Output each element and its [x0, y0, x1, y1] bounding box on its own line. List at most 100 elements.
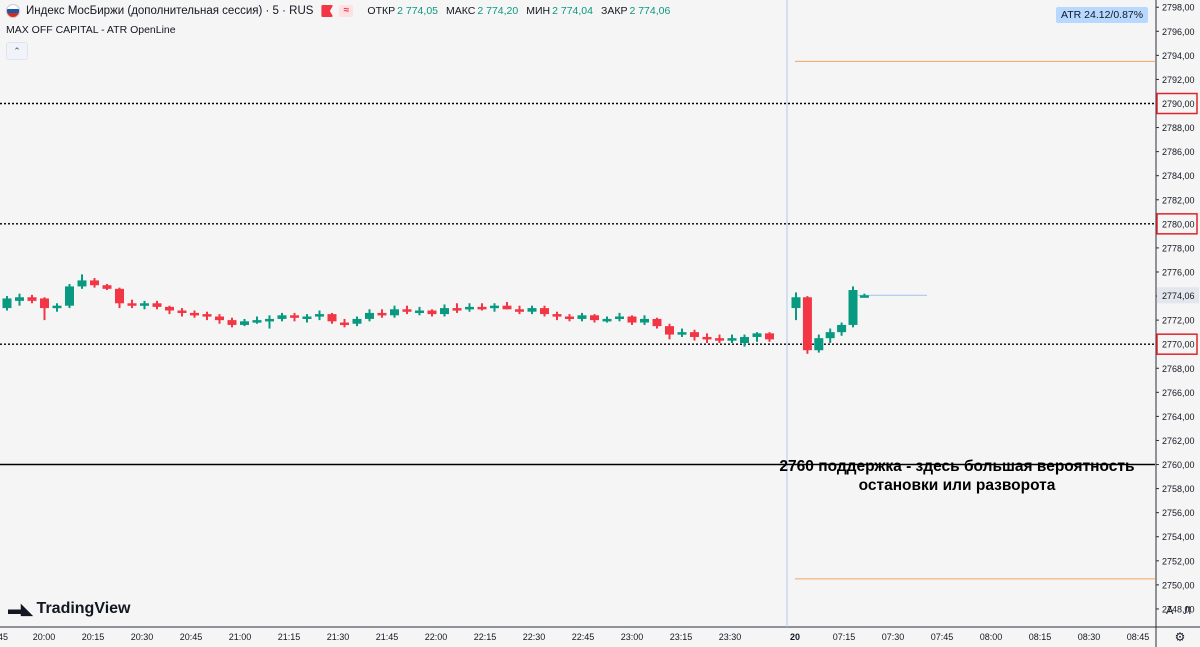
candle-body	[265, 318, 274, 322]
candle-body	[40, 298, 49, 309]
y-tick-label: 2762,00	[1162, 436, 1195, 446]
candle	[602, 316, 612, 323]
candle-body	[715, 338, 724, 341]
candle-body	[277, 315, 287, 319]
candle	[527, 305, 537, 315]
candle	[740, 334, 749, 347]
candle	[340, 318, 349, 328]
flag-marker-icon[interactable]	[321, 5, 334, 17]
candle	[727, 334, 737, 343]
candle-body	[27, 297, 37, 301]
candle-body	[565, 316, 574, 320]
x-tick-label: 08:30	[1078, 632, 1101, 642]
level-marker-box	[1156, 92, 1198, 115]
candle-body	[665, 326, 674, 335]
y-tick-label: 2752,00	[1162, 556, 1195, 566]
candle-body	[102, 285, 112, 289]
candle-body	[527, 308, 537, 312]
open-value: 2 774,05	[397, 5, 438, 17]
candle	[402, 305, 412, 315]
candle-body	[115, 288, 124, 304]
candle	[848, 286, 858, 328]
x-tick-label: 23:30	[719, 632, 742, 642]
y-tick-label: 2766,00	[1162, 388, 1195, 398]
x-tick-label: 07:45	[931, 632, 954, 642]
candle-body	[859, 295, 869, 298]
log-scale-button[interactable]: Л	[1184, 605, 1192, 617]
candle	[702, 333, 712, 343]
candle	[352, 316, 362, 327]
high-label: МАКС	[446, 5, 476, 17]
close-value: 2 774,06	[629, 5, 671, 17]
x-tick-label: 20:15	[82, 632, 105, 642]
candle	[627, 315, 637, 325]
candle	[302, 314, 312, 323]
compare-icon[interactable]: ≈	[339, 5, 354, 17]
candle	[752, 332, 762, 342]
candle	[615, 312, 624, 322]
candle-body	[90, 280, 99, 286]
candle-body	[440, 308, 449, 315]
candle	[252, 316, 262, 324]
candle-body	[140, 303, 149, 306]
candle-body	[202, 314, 212, 317]
y-tick-label: 2758,00	[1162, 484, 1195, 494]
candle	[640, 315, 649, 325]
x-tick-label: 21:45	[376, 632, 399, 642]
candle	[452, 303, 462, 313]
x-tick-label: 07:30	[882, 632, 905, 642]
candle	[127, 299, 137, 309]
current-price-box	[1157, 287, 1199, 304]
y-tick-label: 2798,00	[1162, 3, 1195, 13]
candle	[652, 317, 662, 329]
candle-body	[677, 332, 687, 335]
open-label: ОТКР	[367, 5, 396, 17]
candle-body	[727, 338, 737, 341]
y-tick-label: 2776,00	[1162, 267, 1195, 277]
y-tick-label: 2784,00	[1162, 171, 1195, 181]
candle-body	[740, 336, 749, 343]
candle	[577, 312, 587, 322]
y-tick-label: 2764,00	[1162, 412, 1195, 422]
tradingview-logo[interactable]: ▬◣ TradingView	[8, 600, 131, 618]
candle	[65, 284, 74, 309]
symbol-legend[interactable]: Индекс МосБиржи (дополнительная сессия) …	[6, 4, 670, 18]
y-tick-label: 2794,00	[1162, 51, 1195, 61]
candle-body	[15, 297, 24, 301]
candle-body	[502, 305, 512, 310]
candle-body	[590, 315, 599, 321]
x-tick-label: 23:15	[670, 632, 693, 642]
candle	[565, 314, 574, 322]
candle-body	[240, 321, 249, 325]
candle-body	[848, 290, 858, 325]
candle-body	[402, 309, 412, 312]
candle	[715, 334, 724, 343]
x-tick-label: 08:15	[1029, 632, 1052, 642]
auto-scale-button[interactable]: A	[1166, 605, 1174, 617]
x-tick-label: 20:45	[180, 632, 203, 642]
candle-body	[452, 308, 462, 311]
symbol-title[interactable]: Индекс МосБиржи (дополнительная сессия) …	[26, 5, 314, 17]
candle-body	[65, 286, 74, 306]
candle-body	[477, 306, 487, 310]
y-tick-label: 2760,00	[1162, 460, 1195, 470]
candle	[77, 274, 87, 289]
candle	[202, 311, 212, 321]
y-tick-label: 2750,00	[1162, 580, 1195, 590]
candle	[791, 292, 801, 321]
support-annotation[interactable]: 2760 поддержка - здесь большая вероятнос…	[760, 457, 1154, 495]
candle-body	[365, 312, 374, 319]
indicator-legend[interactable]: MAX OFF CAPITAL - ATR OpenLine	[6, 24, 176, 36]
collapse-legend-button[interactable]: ⌃	[6, 42, 28, 60]
candle	[590, 314, 599, 323]
current-price-label: 2774,06	[1162, 291, 1195, 301]
settings-gear-icon[interactable]: ⚙	[1174, 630, 1186, 644]
level-marker-box	[1156, 333, 1198, 355]
candle	[837, 322, 847, 336]
low-value: 2 774,04	[552, 5, 593, 17]
y-tick-label: 2782,00	[1162, 195, 1195, 205]
x-tick-label: 45	[0, 632, 8, 642]
candle-body	[390, 309, 399, 316]
candle-body	[152, 303, 162, 307]
